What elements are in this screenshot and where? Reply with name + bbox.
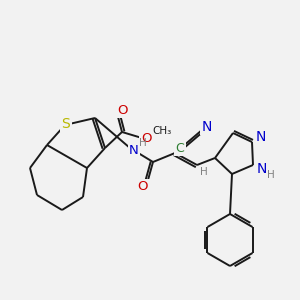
Text: S: S	[61, 117, 70, 131]
Text: H: H	[139, 138, 147, 148]
Text: N: N	[129, 143, 139, 157]
Text: N: N	[257, 162, 267, 176]
Text: H: H	[200, 167, 208, 177]
Text: O: O	[141, 131, 151, 145]
Text: O: O	[138, 181, 148, 194]
Text: CH₃: CH₃	[152, 126, 172, 136]
Text: N: N	[202, 120, 212, 134]
Text: C: C	[176, 142, 184, 154]
Text: N: N	[256, 130, 266, 144]
Text: H: H	[267, 170, 275, 180]
Text: O: O	[117, 103, 127, 116]
